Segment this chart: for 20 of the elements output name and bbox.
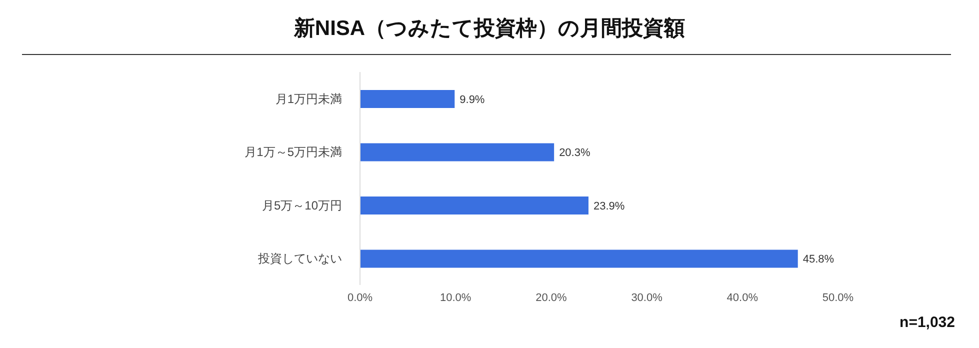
x-tick-label: 30.0%: [631, 292, 663, 304]
y-tick-label: 月1万円未満: [275, 92, 342, 106]
data-label: 9.9%: [460, 94, 485, 106]
data-label: 20.3%: [559, 147, 590, 160]
y-tick-label: 投資していない: [257, 252, 342, 266]
data-label: 45.8%: [802, 254, 834, 266]
bar: [360, 143, 554, 162]
x-tick-label: 0.0%: [347, 292, 373, 304]
y-tick-label: 月5万～10万円: [262, 198, 342, 212]
chart-title: 新NISA（つみたて投資枠）の月間投資額: [292, 16, 686, 42]
text: n=1,032: [900, 314, 955, 331]
bar: [360, 196, 588, 214]
x-tick-label: 40.0%: [726, 292, 758, 304]
x-tick-label: 20.0%: [536, 292, 568, 304]
y-tick-label: 月1万～5万円未満: [244, 145, 342, 160]
bar: [360, 90, 455, 108]
data-label: 23.9%: [593, 200, 625, 212]
bar: [360, 250, 798, 268]
x-tick-label: 10.0%: [440, 292, 472, 304]
x-tick-label: 50.0%: [822, 292, 854, 304]
